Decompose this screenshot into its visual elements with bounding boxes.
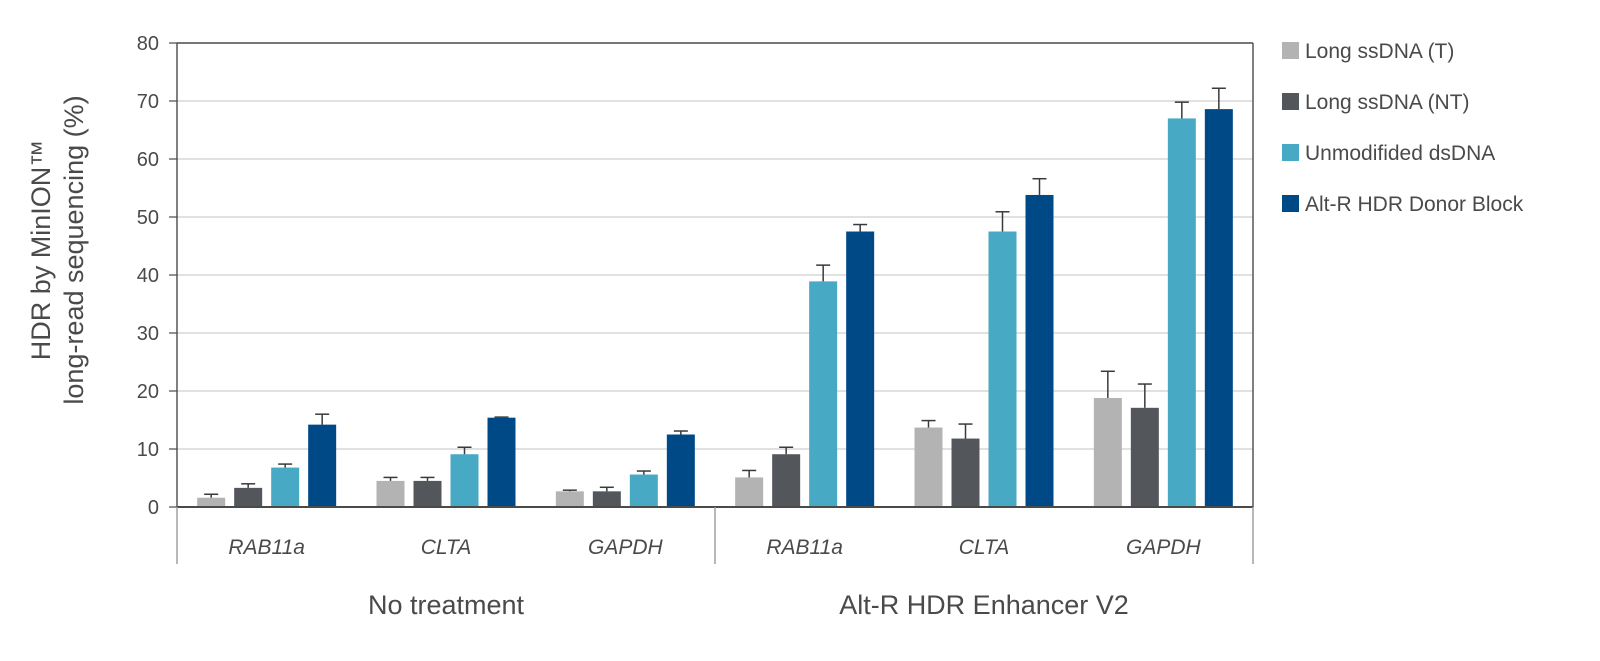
bar: [772, 454, 801, 507]
bar: [376, 480, 405, 507]
x-category-label: RAB11a: [228, 536, 305, 559]
legend-swatch: [1282, 144, 1299, 161]
bar: [1025, 194, 1054, 507]
bar: [666, 434, 695, 507]
gridlines: [177, 100, 1253, 450]
axes: 0 10 20 30 40 50 60 70 80 RAB11a CLTA GAPDH RAB11a CL…: [137, 33, 1254, 620]
x-group-label: Alt-R HDR Enhancer V2: [839, 590, 1129, 620]
y-axis-title-line-2: long-read sequencing (%): [59, 95, 89, 404]
bar: [988, 231, 1017, 507]
y-tick-label: 30: [137, 323, 159, 345]
legend-label: Long ssDNA (T): [1305, 40, 1454, 63]
legend-swatch: [1282, 195, 1299, 212]
bar: [450, 454, 479, 507]
bar: [809, 281, 838, 507]
x-category-label: CLTA: [959, 536, 1010, 559]
bar: [271, 467, 300, 507]
bar: [1204, 109, 1233, 508]
x-group-label: No treatment: [368, 590, 525, 620]
bar: [487, 417, 516, 507]
legend-swatch: [1282, 93, 1299, 110]
legend-label: Alt-R HDR Donor Block: [1305, 193, 1524, 216]
legend-label: Long ssDNA (NT): [1305, 91, 1470, 114]
y-tick-label: 0: [148, 497, 159, 519]
bar: [592, 491, 621, 507]
legend-label: Unmodifided dsDNA: [1305, 142, 1495, 165]
bar: [1130, 407, 1159, 507]
bar: [555, 491, 584, 507]
bars: [197, 87, 1233, 508]
y-tick-label: 50: [137, 207, 159, 229]
bar: [951, 438, 980, 507]
y-tick-label: 10: [137, 439, 159, 461]
bar: [1167, 118, 1196, 508]
x-category-label: GAPDH: [588, 536, 664, 559]
y-tick-label: 20: [137, 381, 159, 403]
bar: [413, 480, 442, 507]
x-category-label: CLTA: [421, 536, 472, 559]
bar: [914, 427, 943, 507]
y-axis-title-line-1: HDR by MinION™: [26, 140, 56, 361]
y-tick-label: 60: [137, 149, 159, 171]
y-tick-label: 80: [137, 33, 159, 55]
x-category-label: RAB11a: [766, 536, 843, 559]
bar: [1093, 397, 1122, 507]
bar: [197, 497, 226, 507]
y-tick-label: 40: [137, 265, 159, 287]
legend: Long ssDNA (T) Long ssDNA (NT) Unmodifided…: [1282, 40, 1524, 216]
bar: [735, 477, 764, 507]
bar: [234, 487, 263, 507]
x-category-label: GAPDH: [1126, 536, 1202, 559]
y-tick-label: 70: [137, 91, 159, 113]
bar: [846, 231, 875, 507]
bar: [629, 474, 658, 507]
legend-swatch: [1282, 42, 1299, 59]
bar: [308, 424, 337, 507]
